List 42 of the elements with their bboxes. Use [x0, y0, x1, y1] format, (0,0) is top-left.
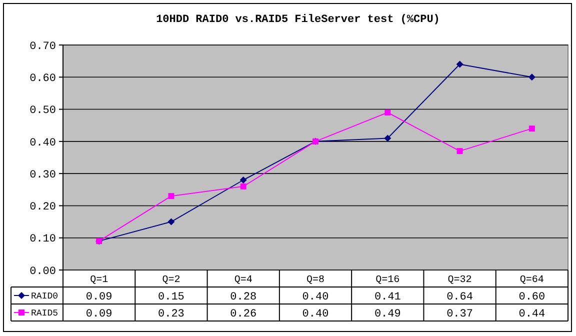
data-label: 0.09 — [86, 291, 112, 304]
point — [168, 193, 174, 200]
point — [456, 148, 463, 154]
legend-label: RAID0 — [31, 292, 58, 302]
x-tick-label: Q=16 — [376, 275, 400, 286]
point — [528, 126, 535, 132]
point — [240, 176, 247, 184]
data-label: 0.41 — [374, 291, 402, 304]
x-tick-label: Q=64 — [520, 275, 544, 286]
point — [384, 110, 391, 116]
legend-label: RAID5 — [31, 308, 58, 319]
y-tick-label: 0.00 — [30, 266, 56, 278]
point — [168, 218, 175, 226]
x-tick-label: Q=32 — [448, 275, 472, 286]
x-tick-label: Q=2 — [162, 275, 180, 286]
data-label: 0.40 — [302, 291, 329, 304]
data-label: 0.09 — [86, 308, 112, 320]
data-label: 0.15 — [158, 291, 184, 304]
x-tick-label: Q=1 — [90, 275, 108, 286]
point — [384, 134, 392, 142]
data-label: 0.37 — [446, 308, 473, 320]
x-tick-label: Q=4 — [234, 275, 252, 286]
y-tick-label: 0.40 — [30, 137, 56, 150]
data-label: 0.60 — [518, 291, 546, 304]
y-tick-label: 0.50 — [30, 105, 56, 118]
data-label: 0.26 — [230, 308, 257, 320]
y-tick-label: 0.70 — [30, 40, 56, 53]
y-tick-label: 0.10 — [30, 234, 56, 246]
data-label: 0.23 — [158, 308, 184, 320]
data-label: 0.49 — [374, 308, 401, 320]
data-label: 0.28 — [230, 291, 257, 304]
data-label: 0.40 — [302, 308, 329, 320]
y-tick-label: 0.60 — [30, 72, 56, 85]
data-label: 0.64 — [446, 291, 474, 304]
chart-title: 10HDD RAID0 vs.RAID5 FileServer test (%CPU) — [156, 14, 440, 26]
point — [240, 183, 246, 190]
y-tick-label: 0.30 — [30, 169, 56, 182]
y-tick-label: 0.20 — [30, 202, 56, 214]
point — [456, 60, 464, 68]
x-tick-label: Q=8 — [306, 275, 325, 286]
point — [528, 74, 536, 81]
data-label: 0.44 — [518, 308, 546, 320]
